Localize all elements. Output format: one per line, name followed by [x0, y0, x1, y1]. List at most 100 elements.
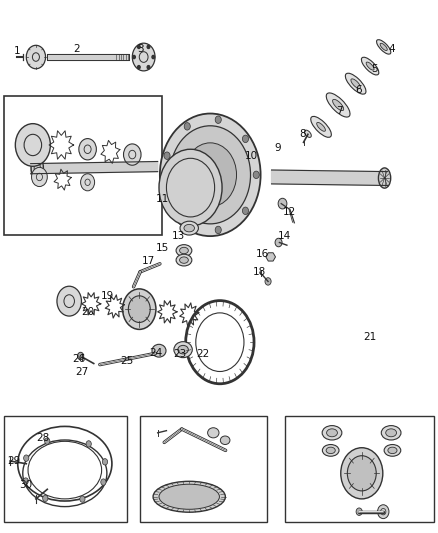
Ellipse shape — [366, 62, 374, 70]
Ellipse shape — [304, 130, 311, 138]
Circle shape — [147, 45, 150, 49]
Circle shape — [253, 171, 259, 179]
Circle shape — [184, 123, 191, 130]
Bar — [4, 416, 127, 522]
Circle shape — [101, 479, 106, 485]
Ellipse shape — [377, 39, 391, 54]
Ellipse shape — [180, 221, 198, 235]
Circle shape — [164, 190, 170, 198]
Text: 6: 6 — [355, 85, 362, 94]
Ellipse shape — [152, 344, 166, 357]
Text: 23: 23 — [173, 350, 186, 359]
Ellipse shape — [351, 79, 360, 88]
Ellipse shape — [381, 425, 401, 440]
Circle shape — [86, 441, 91, 447]
Ellipse shape — [184, 224, 194, 232]
Circle shape — [79, 139, 96, 160]
Text: 4: 4 — [389, 44, 396, 54]
Polygon shape — [266, 253, 276, 261]
Text: 7: 7 — [336, 106, 343, 116]
Ellipse shape — [332, 99, 344, 111]
Ellipse shape — [384, 445, 401, 456]
Circle shape — [138, 66, 140, 69]
Circle shape — [78, 352, 84, 360]
Circle shape — [32, 167, 47, 187]
Circle shape — [356, 508, 362, 515]
Circle shape — [152, 55, 155, 59]
Ellipse shape — [180, 257, 188, 263]
Text: 8: 8 — [299, 130, 306, 139]
Polygon shape — [31, 161, 158, 174]
Circle shape — [159, 149, 222, 226]
Text: 26: 26 — [72, 354, 85, 364]
Text: 1: 1 — [13, 46, 20, 55]
Text: 15: 15 — [155, 244, 169, 253]
Bar — [4, 96, 162, 235]
Circle shape — [102, 458, 108, 465]
Text: 14: 14 — [278, 231, 291, 241]
Circle shape — [378, 505, 389, 519]
Text: 16: 16 — [256, 249, 269, 259]
Circle shape — [26, 45, 46, 69]
Circle shape — [278, 198, 287, 209]
Ellipse shape — [180, 247, 188, 254]
Circle shape — [123, 289, 156, 329]
Text: 18: 18 — [253, 267, 266, 277]
Text: 2: 2 — [73, 44, 80, 54]
Ellipse shape — [153, 481, 225, 512]
Text: 28: 28 — [36, 433, 49, 443]
Text: 29: 29 — [7, 456, 21, 466]
Circle shape — [265, 278, 271, 285]
Text: 12: 12 — [283, 207, 296, 216]
Ellipse shape — [345, 73, 366, 94]
Ellipse shape — [176, 245, 192, 256]
Text: 20: 20 — [81, 307, 94, 317]
Ellipse shape — [386, 429, 396, 437]
Ellipse shape — [176, 254, 192, 266]
Text: 13: 13 — [172, 231, 185, 241]
Circle shape — [45, 438, 50, 445]
Ellipse shape — [326, 93, 350, 117]
Ellipse shape — [159, 484, 219, 510]
Ellipse shape — [378, 168, 391, 188]
Circle shape — [184, 143, 237, 207]
Circle shape — [42, 495, 48, 502]
Ellipse shape — [31, 156, 43, 180]
Circle shape — [81, 174, 95, 191]
Ellipse shape — [178, 345, 188, 354]
Ellipse shape — [174, 342, 192, 358]
Circle shape — [160, 114, 261, 236]
Bar — [285, 416, 434, 522]
Text: 21: 21 — [364, 332, 377, 342]
Circle shape — [341, 448, 383, 499]
Bar — [140, 416, 267, 522]
Ellipse shape — [317, 123, 325, 131]
Circle shape — [242, 207, 248, 214]
Ellipse shape — [361, 57, 379, 75]
Circle shape — [132, 43, 155, 71]
Circle shape — [147, 66, 150, 69]
Circle shape — [23, 478, 28, 484]
Circle shape — [184, 220, 190, 227]
Text: 5: 5 — [371, 64, 378, 74]
Circle shape — [215, 226, 221, 233]
Ellipse shape — [322, 445, 339, 456]
Text: 17: 17 — [142, 256, 155, 266]
Text: 22: 22 — [196, 350, 209, 359]
Ellipse shape — [326, 447, 335, 454]
Text: 30: 30 — [19, 480, 32, 490]
Ellipse shape — [220, 436, 230, 445]
Circle shape — [133, 55, 135, 59]
Text: 11: 11 — [155, 194, 169, 204]
Ellipse shape — [388, 447, 397, 454]
Text: 27: 27 — [76, 367, 89, 377]
Ellipse shape — [208, 427, 219, 438]
Text: 9: 9 — [275, 143, 282, 153]
Circle shape — [80, 496, 85, 502]
Circle shape — [57, 286, 81, 316]
Circle shape — [275, 238, 282, 247]
Text: 3: 3 — [137, 44, 144, 54]
Text: 19: 19 — [101, 291, 114, 301]
Circle shape — [347, 456, 376, 491]
Circle shape — [128, 296, 150, 322]
